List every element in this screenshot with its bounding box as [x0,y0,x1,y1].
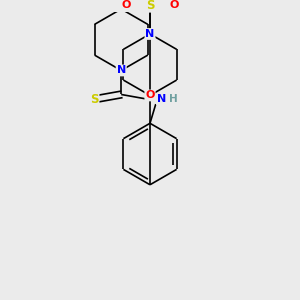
Text: H: H [169,94,177,104]
Text: O: O [169,0,179,10]
Text: S: S [90,93,98,106]
Text: O: O [121,0,131,10]
Text: N: N [157,94,166,104]
Text: N: N [146,29,154,39]
Text: O: O [145,90,155,100]
Text: N: N [117,65,126,76]
Text: S: S [146,0,154,12]
